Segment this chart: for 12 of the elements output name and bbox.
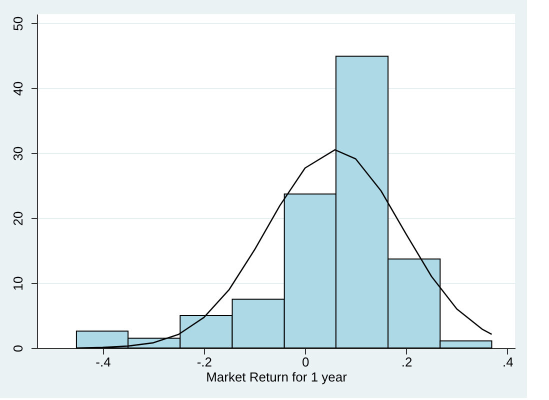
y-tick-label: 50 — [10, 16, 26, 31]
x-axis-title: Market Return for 1 year — [206, 370, 348, 384]
y-tick-label: 40 — [10, 81, 26, 96]
y-tick-label: 0 — [10, 344, 26, 352]
x-tick-label: -.2 — [196, 354, 212, 370]
x-tick-label: -.4 — [96, 354, 111, 370]
y-tick-label: 20 — [10, 211, 26, 226]
x-tick-label: .2 — [401, 354, 412, 370]
y-tick-label: 10 — [10, 276, 26, 291]
y-tick-label: 30 — [10, 146, 26, 161]
x-tick-label: 0 — [302, 354, 310, 370]
x-tick-label: .4 — [502, 354, 514, 370]
